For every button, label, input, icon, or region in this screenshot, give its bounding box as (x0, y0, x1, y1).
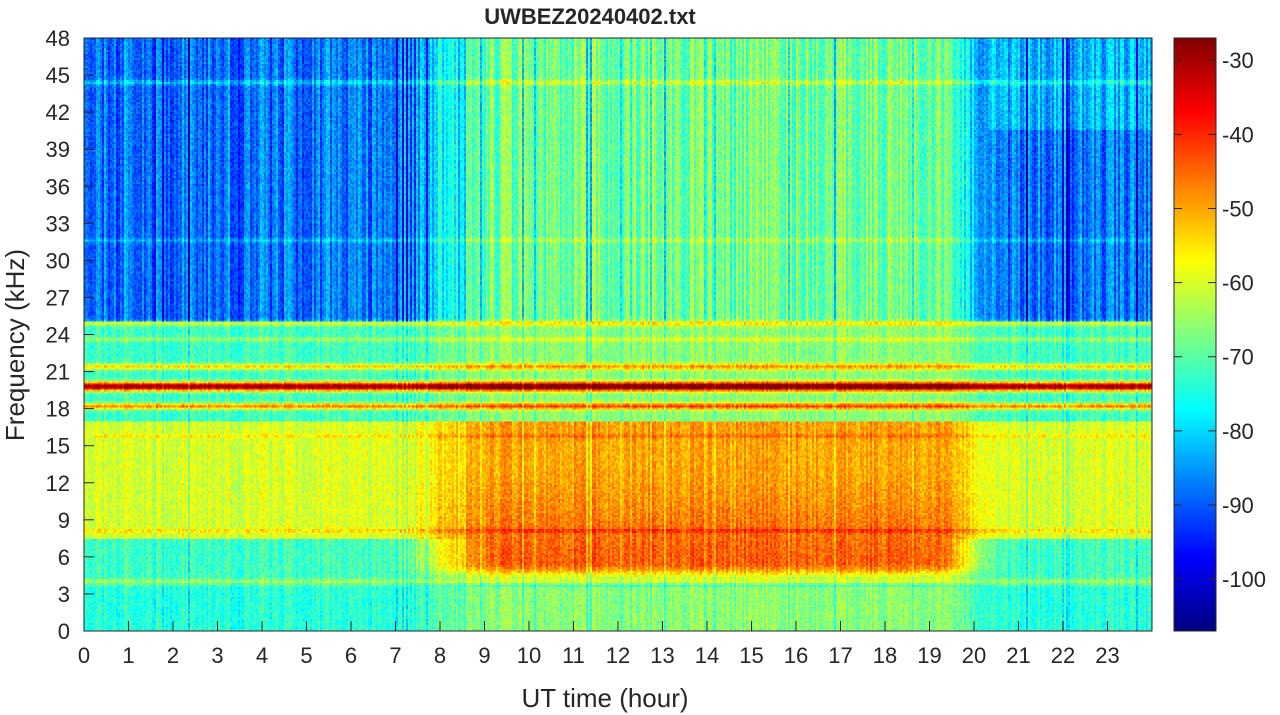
y-tick-label: 30 (46, 248, 70, 273)
y-tick-label: 42 (46, 100, 70, 125)
x-tick-label: 12 (606, 643, 630, 668)
x-tick-label: 19 (917, 643, 941, 668)
y-tick-label: 24 (46, 323, 70, 348)
y-tick-label: 21 (46, 360, 70, 385)
colorbar-tick-label: -50 (1222, 196, 1254, 221)
y-axis-label: Frequency (kHz) (0, 249, 30, 441)
colorbar-tick-label: -90 (1222, 493, 1254, 518)
x-tick-label: 3 (211, 643, 223, 668)
y-tick-label: 36 (46, 174, 70, 199)
x-tick-label: 5 (300, 643, 312, 668)
y-tick-label: 3 (58, 582, 70, 607)
x-tick-label: 13 (650, 643, 674, 668)
y-tick-label: 45 (46, 63, 70, 88)
x-tick-label: 2 (167, 643, 179, 668)
colorbar-tick-label: -100 (1222, 567, 1266, 592)
x-axis-label: UT time (hour) (521, 683, 688, 713)
x-tick-label: 11 (562, 643, 585, 668)
x-tick-label: 21 (1006, 643, 1030, 668)
x-tick-label: 4 (256, 643, 268, 668)
colorbar-tick-label: -70 (1222, 345, 1254, 370)
y-tick-label: 33 (46, 211, 70, 236)
x-tick-label: 22 (1051, 643, 1075, 668)
y-tick-label: 6 (58, 545, 70, 570)
x-tick-label: 9 (478, 643, 490, 668)
colorbar: -30 -40 -50 -60 -70 -80 -90 -100 (1173, 37, 1266, 632)
y-tick-label: 27 (46, 285, 70, 310)
y-tick-label: 12 (46, 471, 70, 496)
x-tick-label: 7 (389, 643, 401, 668)
colorbar-tick-label: -30 (1222, 48, 1254, 73)
x-axis: 0 1 2 3 4 5 6 7 8 9 10 11 12 13 14 15 16 17 18 19 20 21 22 23 (78, 621, 1120, 668)
x-tick-label: 1 (122, 643, 134, 668)
colorbar-tick-label: -60 (1222, 271, 1254, 296)
colorbar-gradient (1173, 37, 1217, 632)
x-tick-label: 8 (434, 643, 446, 668)
colorbar-tick-label: -40 (1222, 122, 1254, 147)
spectrogram-plot-area (84, 38, 1152, 631)
y-tick-label: 0 (58, 619, 70, 644)
y-tick-label: 48 (46, 26, 70, 51)
x-tick-label: 6 (345, 643, 357, 668)
x-tick-label: 16 (784, 643, 808, 668)
x-tick-label: 0 (78, 643, 90, 668)
x-tick-label: 10 (517, 643, 541, 668)
colorbar-tick-label: -80 (1222, 419, 1254, 444)
y-tick-label: 15 (46, 434, 70, 459)
y-tick-label: 9 (58, 508, 70, 533)
x-tick-label: 20 (962, 643, 986, 668)
x-tick-label: 15 (739, 643, 763, 668)
x-tick-label: 23 (1095, 643, 1119, 668)
x-tick-label: 18 (873, 643, 897, 668)
y-tick-label: 18 (46, 397, 70, 422)
chart-title: UWBEZ20240402.txt (484, 4, 696, 29)
x-tick-label: 17 (828, 643, 852, 668)
y-tick-label: 39 (46, 137, 70, 162)
x-tick-label: 14 (695, 643, 719, 668)
spectrogram-raster (84, 38, 1152, 631)
